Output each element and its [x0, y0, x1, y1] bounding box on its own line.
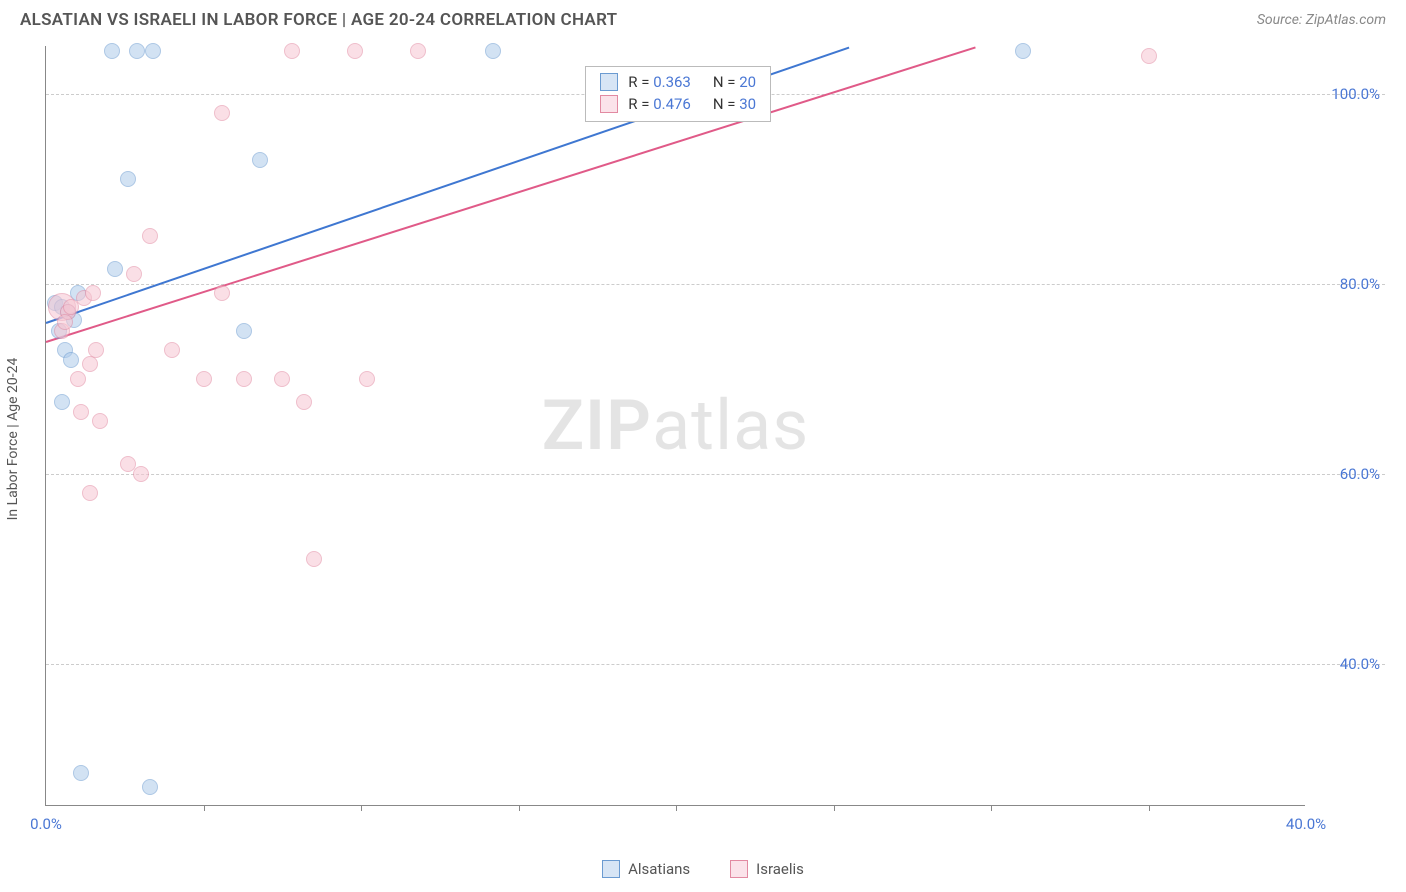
- data-point: [196, 371, 212, 387]
- stats-box: R = 0.363 N = 20 R = 0.476 N = 30: [585, 66, 771, 122]
- watermark: ZIPatlas: [542, 385, 810, 467]
- legend-item-israelis: Israelis: [730, 860, 804, 878]
- data-point: [70, 371, 86, 387]
- data-point: [120, 171, 136, 187]
- data-point: [1015, 43, 1031, 59]
- y-axis-label: In Labor Force | Age 20-24: [5, 358, 21, 521]
- data-point: [57, 314, 73, 330]
- legend: Alsatians Israelis: [0, 860, 1406, 878]
- stats-row: R = 0.476 N = 30: [600, 93, 756, 115]
- data-point: [73, 404, 89, 420]
- data-point: [82, 356, 98, 372]
- data-point: [1141, 48, 1157, 64]
- stats-n-label: N = 20: [713, 73, 756, 91]
- legend-label-israelis: Israelis: [756, 860, 804, 878]
- data-point: [104, 43, 120, 59]
- x-tick-label: 40.0%: [1286, 815, 1326, 833]
- trend-line: [46, 46, 976, 342]
- x-tick: [361, 805, 362, 811]
- chart-header: ALSATIAN VS ISRAELI IN LABOR FORCE | AGE…: [0, 0, 1406, 36]
- data-point: [252, 152, 268, 168]
- data-point: [485, 43, 501, 59]
- data-point: [92, 413, 108, 429]
- chart-area: In Labor Force | Age 20-24 ZIPatlas 40.0…: [45, 46, 1386, 832]
- x-tick: [834, 805, 835, 811]
- data-point: [236, 323, 252, 339]
- data-point: [142, 228, 158, 244]
- data-point: [145, 43, 161, 59]
- legend-item-alsatians: Alsatians: [602, 860, 690, 878]
- data-point: [164, 342, 180, 358]
- x-tick: [991, 805, 992, 811]
- data-point: [410, 43, 426, 59]
- data-point: [214, 285, 230, 301]
- x-tick: [519, 805, 520, 811]
- data-point: [85, 285, 101, 301]
- data-point: [306, 551, 322, 567]
- data-point: [274, 371, 290, 387]
- x-tick: [676, 805, 677, 811]
- data-point: [126, 266, 142, 282]
- data-point: [129, 43, 145, 59]
- gridline-h: [46, 284, 1385, 285]
- x-tick: [1149, 805, 1150, 811]
- x-tick-label: 0.0%: [30, 815, 62, 833]
- data-point: [63, 352, 79, 368]
- data-point: [296, 394, 312, 410]
- chart-title: ALSATIAN VS ISRAELI IN LABOR FORCE | AGE…: [20, 10, 617, 30]
- y-tick-label: 100.0%: [1310, 85, 1380, 103]
- data-point: [236, 371, 252, 387]
- data-point: [359, 371, 375, 387]
- data-point: [347, 43, 363, 59]
- legend-swatch-israelis: [730, 860, 748, 878]
- data-point: [133, 466, 149, 482]
- stats-swatch: [600, 95, 618, 113]
- stats-r-label: R = 0.476: [628, 95, 691, 113]
- watermark-atlas: atlas: [652, 385, 809, 467]
- data-point: [142, 779, 158, 795]
- legend-label-alsatians: Alsatians: [628, 860, 690, 878]
- plot-area: ZIPatlas 40.0%60.0%80.0%100.0%0.0%40.0%R…: [45, 46, 1305, 806]
- data-point: [54, 394, 70, 410]
- data-point: [284, 43, 300, 59]
- chart-source: Source: ZipAtlas.com: [1257, 12, 1386, 28]
- data-point: [214, 105, 230, 121]
- stats-r-label: R = 0.363: [628, 73, 691, 91]
- stats-n-label: N = 30: [713, 95, 756, 113]
- data-point: [73, 765, 89, 781]
- y-tick-label: 80.0%: [1310, 275, 1380, 293]
- legend-swatch-alsatians: [602, 860, 620, 878]
- data-point: [82, 485, 98, 501]
- gridline-h: [46, 474, 1385, 475]
- stats-swatch: [600, 73, 618, 91]
- y-tick-label: 60.0%: [1310, 465, 1380, 483]
- stats-row: R = 0.363 N = 20: [600, 71, 756, 93]
- gridline-h: [46, 664, 1385, 665]
- data-point: [107, 261, 123, 277]
- x-tick: [204, 805, 205, 811]
- y-tick-label: 40.0%: [1310, 655, 1380, 673]
- watermark-zip: ZIP: [542, 385, 652, 467]
